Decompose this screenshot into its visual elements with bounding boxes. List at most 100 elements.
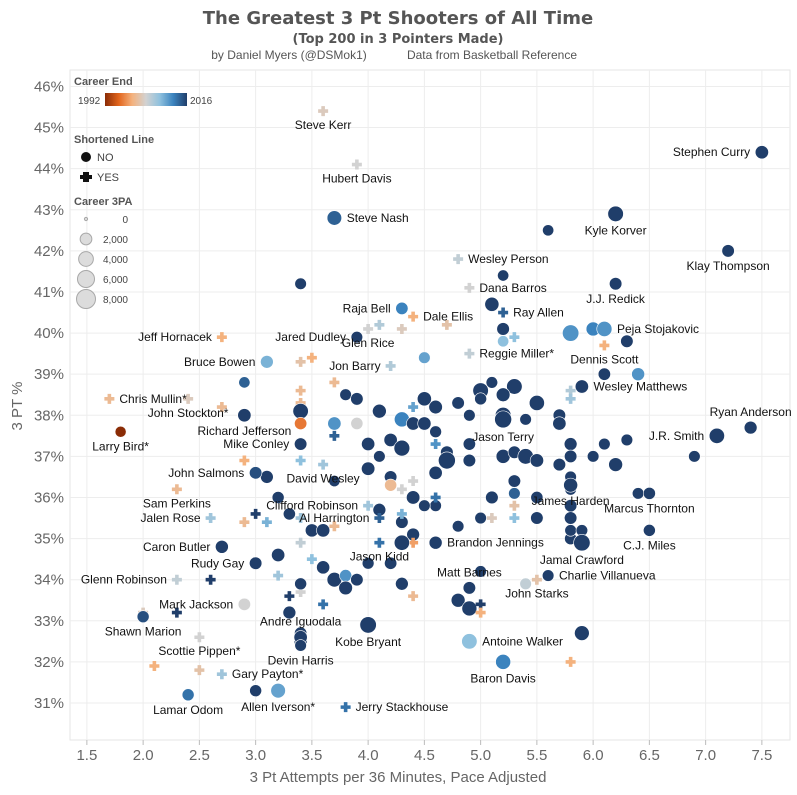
y-tick-label: 41% <box>34 284 64 301</box>
point-label: Bruce Bowen <box>184 355 255 369</box>
data-point-mark-jackson <box>237 597 251 611</box>
data-point <box>418 351 431 364</box>
data-point-rudy-gay <box>249 556 263 570</box>
data-point <box>574 625 590 641</box>
data-point-jerry-stackhouse <box>340 702 351 713</box>
data-point-ray-allen <box>498 307 509 318</box>
data-point <box>171 607 182 618</box>
data-point <box>294 577 307 591</box>
data-point-jason-terry <box>494 410 512 429</box>
point-label: John Salmons <box>168 466 244 480</box>
point-label: Rudy Gay <box>191 556 244 570</box>
data-point-glenn-robinson <box>171 574 182 585</box>
legend-size-label: 6,000 <box>103 275 128 286</box>
point-label: Kobe Bryant <box>335 635 402 649</box>
data-point <box>239 517 250 528</box>
point-label: John Starks <box>505 587 568 601</box>
x-tick-label: 7.5 <box>751 747 772 764</box>
point-label: Jalen Rose <box>141 511 201 525</box>
data-point-antoine-walker <box>461 633 478 650</box>
point-label: Clifford Robinson <box>266 499 358 513</box>
data-point <box>374 319 385 330</box>
data-point <box>194 665 205 676</box>
point-label: Lamar Odom <box>153 703 223 717</box>
point-label: Glenn Robinson <box>81 573 167 587</box>
data-point-larry-bird <box>114 425 127 438</box>
legend-yes-label: YES <box>97 172 119 184</box>
point-label: Baron Davis <box>470 672 535 686</box>
data-point-caron-butler <box>215 539 229 554</box>
data-point-jason-kidd <box>374 537 385 548</box>
legend-circle-icon <box>81 152 91 162</box>
point-label: John Stockton* <box>148 406 229 420</box>
data-point <box>271 548 286 563</box>
data-point <box>216 402 227 413</box>
point-label: Andre Iguodala <box>260 615 342 629</box>
legend-no-label: NO <box>97 152 114 164</box>
data-point-jeff-hornacek <box>216 332 227 343</box>
data-point <box>361 437 376 452</box>
data-point-hubert-davis <box>351 159 362 170</box>
data-point <box>631 487 645 500</box>
data-point <box>552 458 566 472</box>
data-point <box>395 577 409 591</box>
point-label: Wesley Person <box>468 252 548 266</box>
legend-career3pa-title: Career 3PA <box>74 196 133 208</box>
data-point <box>475 599 486 610</box>
data-point-jamal-crawford <box>573 534 591 552</box>
point-label: Jared Dudley <box>275 330 346 344</box>
x-tick-label: 3.5 <box>301 747 322 764</box>
legend-career-end-min: 1992 <box>78 96 101 107</box>
data-point-j-j-redick <box>609 277 623 291</box>
x-axis-label: 3 Pt Attempts per 36 Minutes, Pace Adjus… <box>250 769 547 786</box>
data-point <box>631 367 645 381</box>
data-point <box>292 403 309 420</box>
data-point <box>428 465 443 480</box>
data-point <box>396 508 407 519</box>
point-label: Steve Nash <box>347 211 409 225</box>
data-point <box>329 521 340 532</box>
legend-color-ramp <box>105 93 187 106</box>
legend-size-circle <box>76 289 96 309</box>
data-point-devin-harris <box>294 639 307 652</box>
data-point <box>586 450 600 463</box>
legend-size-circle <box>83 216 89 222</box>
data-point <box>339 388 352 401</box>
data-point-steve-kerr <box>318 106 329 117</box>
data-point-dale-ellis <box>408 311 419 322</box>
data-point <box>497 335 510 348</box>
point-label: Mike Conley <box>223 437 289 451</box>
data-point <box>416 391 432 407</box>
y-tick-label: 45% <box>34 120 64 137</box>
y-tick-label: 37% <box>34 448 64 465</box>
data-point <box>620 433 634 447</box>
data-point <box>338 580 353 596</box>
data-point <box>329 430 340 441</box>
data-point <box>339 569 353 582</box>
data-point <box>608 457 623 472</box>
legend-size-label: 2,000 <box>103 235 128 246</box>
x-tick-label: 6.0 <box>583 747 604 764</box>
data-point <box>542 224 555 237</box>
y-tick-label: 46% <box>34 78 64 95</box>
data-point <box>486 513 497 524</box>
data-point <box>393 439 411 457</box>
data-point <box>451 396 465 410</box>
data-point <box>282 605 297 620</box>
data-point <box>564 449 578 463</box>
axes: 1.5 2.0 2.5 3.0 3.5 4.0 4.5 5.0 5.5 6.0 6.5 7.0 7.5 3… <box>34 78 772 764</box>
point-label: Kyle Korver <box>585 224 647 238</box>
data-point <box>597 367 611 381</box>
data-point <box>273 570 284 581</box>
point-label: Jamal Crawford <box>540 553 624 567</box>
x-tick-label: 6.5 <box>639 747 660 764</box>
point-label: Stephen Curry <box>673 145 750 159</box>
legend-cross-icon <box>80 172 92 182</box>
data-point <box>428 399 443 415</box>
point-label: Allen Iverson* <box>241 700 315 714</box>
point-label: Jason Terry <box>472 430 534 444</box>
legend-shortened-title: Shortened Line <box>74 134 154 146</box>
data-point-dana-barros <box>464 282 475 293</box>
point-label: David Wesley <box>287 472 360 486</box>
data-point <box>509 332 520 343</box>
